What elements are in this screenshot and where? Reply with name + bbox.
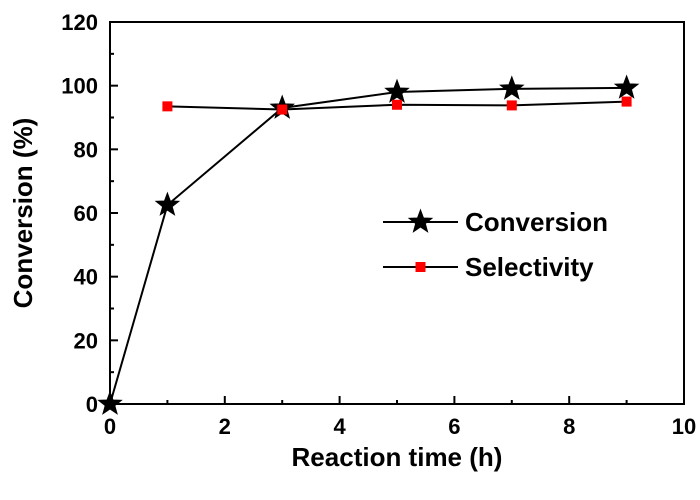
conversion-point [154, 191, 181, 216]
legend-marker-conversion [407, 208, 434, 233]
selectivity-point [621, 96, 632, 107]
legend-marker-selectivity [415, 262, 426, 272]
y-tick-label: 40 [74, 265, 98, 290]
y-tick-label: 120 [61, 10, 98, 35]
y-axis-title: Conversion (%) [8, 118, 38, 309]
x-tick-label: 6 [448, 414, 460, 439]
legend-label-conversion: Conversion [465, 207, 608, 237]
series-layer [97, 74, 640, 415]
x-tick-label: 8 [563, 414, 575, 439]
series-conversion [97, 74, 640, 415]
conversion-point [97, 390, 123, 415]
y-tick-label: 100 [61, 74, 98, 99]
y-tick-label: 0 [86, 392, 98, 417]
legend-item-selectivity: Selectivity [383, 252, 594, 282]
y-tick-label: 80 [74, 137, 98, 162]
y-tick-label: 60 [74, 201, 98, 226]
x-tick-label: 10 [672, 414, 696, 439]
legend: Conversion Selectivity [383, 207, 608, 282]
x-tick-label: 0 [104, 414, 116, 439]
conversion-point [384, 78, 410, 103]
conversion-point [499, 75, 525, 100]
x-tick-label: 2 [219, 414, 231, 439]
conversion-line [109, 86, 627, 405]
x-tick-label: 4 [333, 414, 346, 439]
x-axis-title: Reaction time (h) [292, 442, 503, 472]
y-tick-label: 20 [74, 328, 98, 353]
selectivity-point [277, 104, 288, 115]
selectivity-point [162, 101, 173, 112]
legend-item-conversion: Conversion [383, 207, 608, 237]
selectivity-point [506, 100, 517, 111]
conversion-point [613, 74, 640, 99]
selectivity-point [392, 99, 402, 110]
legend-label-selectivity: Selectivity [465, 252, 594, 282]
series-selectivity [162, 96, 632, 115]
